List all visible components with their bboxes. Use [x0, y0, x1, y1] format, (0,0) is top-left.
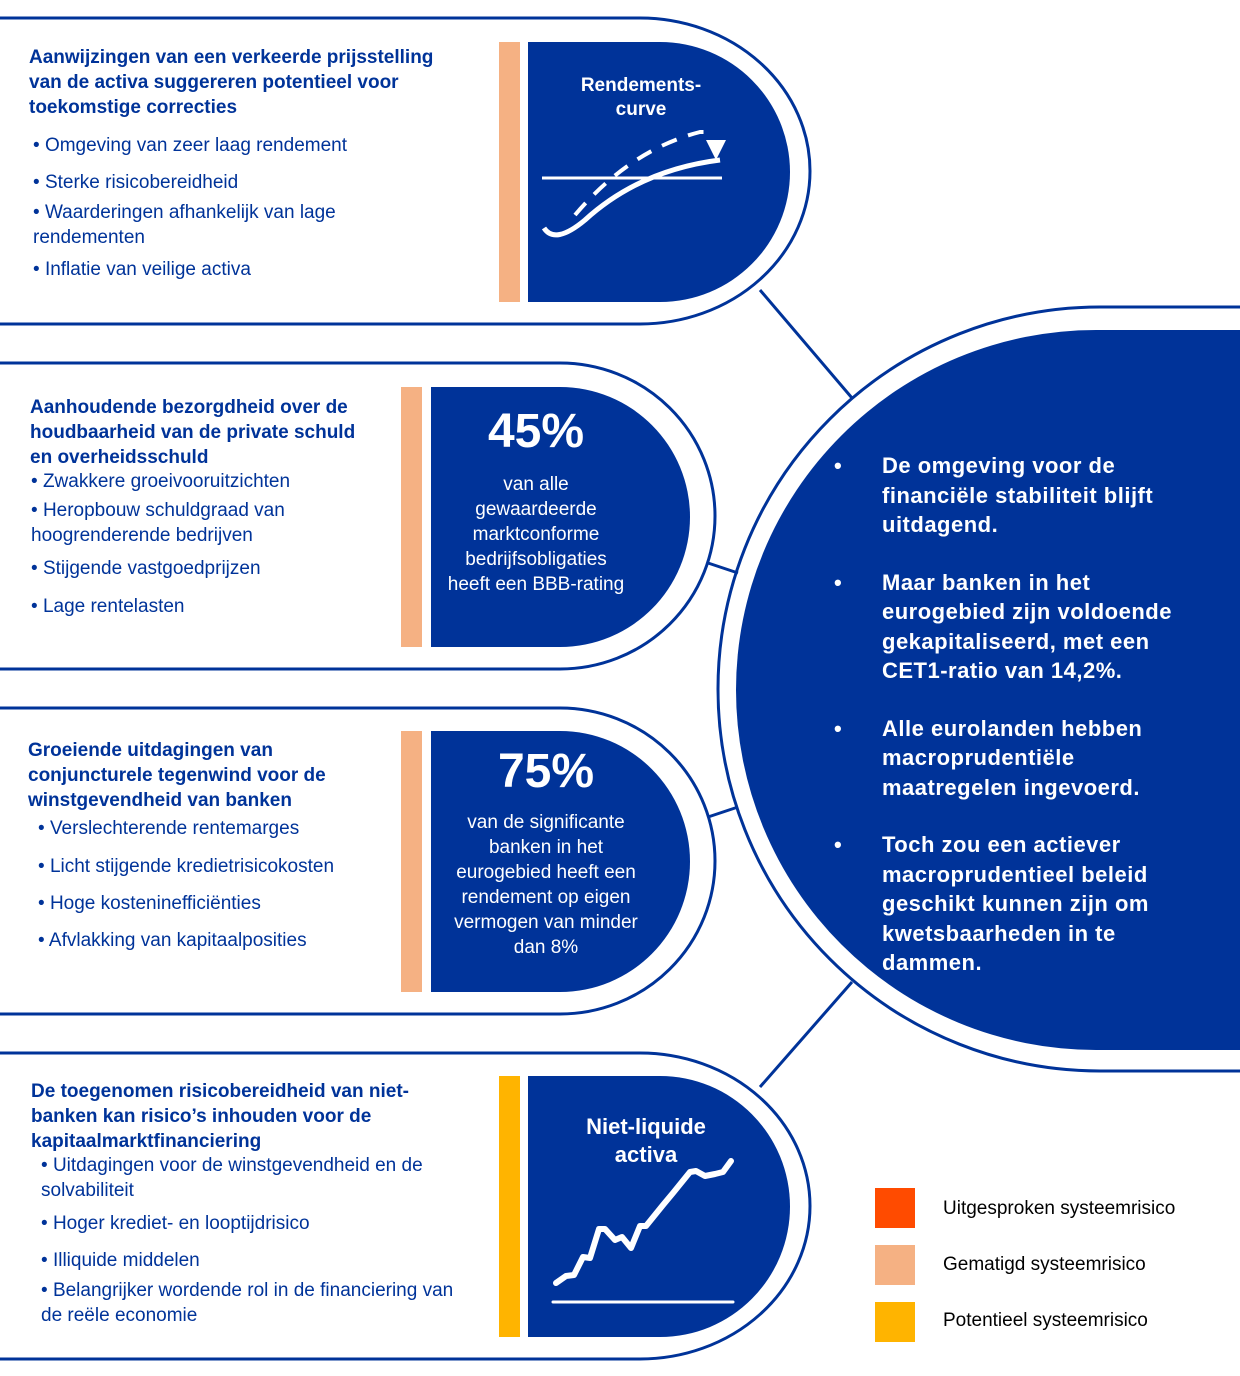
- summary-point: • De omgeving voor de financiële stabilit…: [834, 453, 1154, 537]
- panel-outline-1: [0, 16, 812, 326]
- summary-point: • Toch zou een actiever macroprudentieel …: [834, 832, 1149, 975]
- badge-4-title: Niet-liquide activa: [586, 1114, 706, 1167]
- panel-2-item: • Zwakkere groeivooruitzichten: [31, 471, 291, 492]
- panel-2-item: • Heropbouw schuldgraad van hoogrenderen…: [31, 500, 285, 546]
- badge-2: [431, 387, 690, 647]
- panel-3-item: • Verslechterende rentemarges: [38, 818, 300, 839]
- panel-3-item: • Afvlakking van kapitaalposities: [38, 930, 307, 951]
- panel-outline-4: [0, 1051, 812, 1361]
- panel-3-heading: Groeiende uitdagingen van conjuncturele …: [28, 740, 326, 811]
- legend-swatch-moderate: [875, 1245, 915, 1285]
- connector-1: [758, 289, 854, 399]
- panel-4-item: • Uitdagingen voor de winstgevendheid en…: [41, 1155, 423, 1201]
- legend-swatch-pronounced: [875, 1188, 915, 1228]
- rising-line-chart-icon: [551, 1158, 735, 1304]
- legend-label: Potentieel systeemrisico: [943, 1310, 1148, 1331]
- risk-bar-3: [401, 731, 422, 992]
- panel-1-item: • Sterke risicobereidheid: [33, 172, 239, 193]
- panel-4-item: • Belangrijker wordende rol in de financ…: [41, 1280, 454, 1326]
- panel-1-item: • Omgeving van zeer laag rendement: [33, 135, 347, 156]
- badge-3-text: van de significante banken in het euroge…: [454, 812, 638, 958]
- panel-1-item: • Inflatie van veilige activa: [33, 259, 251, 280]
- badge-3: [431, 731, 690, 992]
- summary-point: • Maar banken in het eurogebied zijn vold…: [834, 569, 1172, 684]
- legend-label: Uitgesproken systeemrisico: [943, 1198, 1176, 1219]
- badge-2-text: van alle gewaardeerde marktconforme bedr…: [447, 474, 625, 595]
- risk-bar-2: [401, 387, 422, 647]
- panel-2-item: • Lage rentelasten: [31, 596, 185, 617]
- connector-3: [707, 805, 739, 819]
- badge-1-title: Rendements- curve: [580, 75, 702, 120]
- panel-4-item: • Hoger krediet- en looptijdrisico: [41, 1213, 310, 1234]
- summary-ring: [716, 305, 1240, 1073]
- panel-2-heading: Aanhoudende bezorgdheid over de houdbaar…: [30, 397, 356, 468]
- badge-1: [528, 42, 790, 302]
- yield-curve-icon: [541, 130, 726, 238]
- risk-bar-1: [499, 42, 520, 302]
- panel-1-item: • Waarderingen afhankelijk van lage rend…: [33, 202, 336, 248]
- badge-3-value: 75%: [497, 745, 595, 798]
- summary-circle: [736, 330, 1240, 1050]
- connector-2: [707, 561, 739, 575]
- panel-1-heading: Aanwijzingen van een verkeerde prijsstel…: [29, 47, 434, 118]
- summary-point: • Alle eurolanden hebben macroprudentiële…: [834, 715, 1143, 800]
- panel-4-heading: De toegenomen risicobereidheid van niet-…: [31, 1081, 409, 1152]
- panel-3-item: • Licht stijgende kredietrisicokosten: [38, 856, 335, 877]
- panel-4-item: • Illiquide middelen: [41, 1250, 200, 1271]
- badge-2-value: 45%: [487, 405, 585, 458]
- risk-bar-4: [499, 1076, 520, 1337]
- legend-swatch-potential: [875, 1302, 915, 1342]
- summary-points: • De omgeving voor de financiële stabilit…: [834, 451, 1174, 1006]
- legend-label: Gematigd systeemrisico: [943, 1254, 1146, 1275]
- panel-outline-3: [0, 706, 717, 1016]
- connector-4: [758, 981, 854, 1088]
- panel-2-item: • Stijgende vastgoedprijzen: [31, 558, 261, 579]
- panel-outline-2: [0, 361, 717, 671]
- panel-3-item: • Hoge kosteninefficiënties: [38, 893, 261, 914]
